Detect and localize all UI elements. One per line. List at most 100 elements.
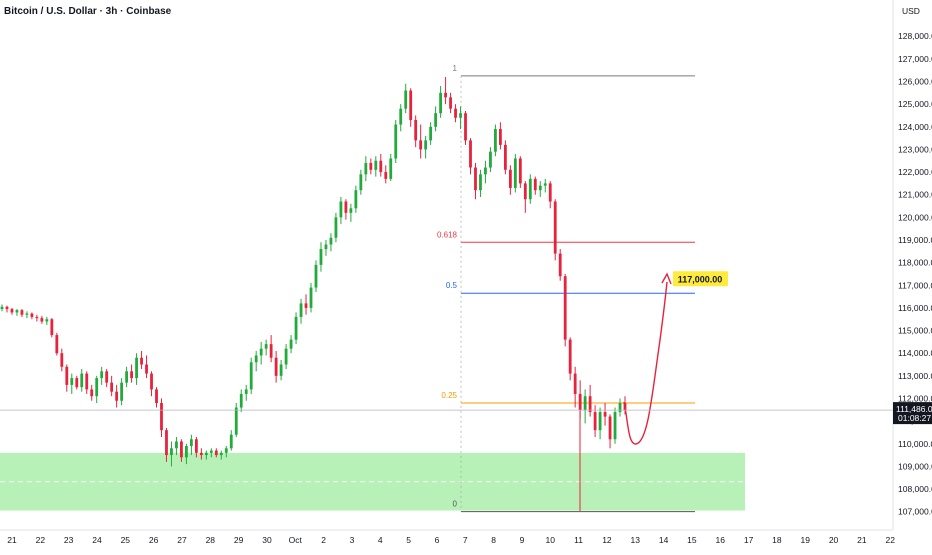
candle-up: [0, 306, 4, 310]
candle-up: [543, 183, 547, 186]
fib-label: 0: [453, 500, 458, 509]
y-tick-label: 112,000.00: [898, 393, 932, 403]
candle-down: [274, 357, 278, 376]
candle-up: [170, 448, 173, 456]
x-tick-label: 5: [406, 535, 411, 545]
candle-up: [294, 316, 298, 340]
fib-label: 0.5: [446, 281, 458, 290]
y-tick-label: 121,000.00: [898, 190, 932, 200]
x-tick-label: 22: [36, 535, 46, 545]
candle-up: [264, 344, 268, 349]
candle-down: [35, 316, 39, 319]
candle-down: [165, 430, 168, 456]
candle-down: [553, 201, 557, 254]
candle-up: [429, 126, 433, 141]
candle-down: [518, 158, 522, 184]
candle-down: [563, 276, 567, 340]
candle-down: [65, 366, 69, 385]
y-tick-label: 109,000.00: [898, 461, 932, 471]
y-tick-label: 108,000.00: [898, 484, 932, 494]
overlay-layer: 117,000.00: [0, 271, 893, 445]
candle-down: [194, 439, 198, 453]
projection-arrow: [623, 281, 668, 445]
target-badge: [673, 271, 728, 287]
candle-up: [439, 92, 442, 114]
candle-down: [508, 169, 512, 188]
candle-down: [55, 335, 59, 354]
candle-up: [259, 348, 263, 356]
candle-down: [304, 303, 308, 308]
candle-up: [404, 90, 408, 109]
candle-down: [60, 353, 64, 367]
candle-up: [204, 452, 208, 456]
candle-up: [598, 412, 602, 431]
x-tick-label: 21: [857, 535, 867, 545]
candle-down: [130, 371, 133, 379]
candle-down: [40, 318, 44, 322]
candle-down: [409, 90, 413, 120]
y-tick-label: 116,000.00: [898, 303, 932, 313]
countdown-value: 01:08:27: [898, 413, 931, 423]
candle-down: [150, 373, 153, 390]
candle-up: [394, 124, 398, 159]
y-tick-label: 119,000.00: [898, 235, 932, 245]
x-axis[interactable]: 21 22 23 24 25 26 27 28 29 30 Oct 2 3 4 5 6 7 8 9 10 11 12 13 1…: [0, 529, 895, 545]
candle-down: [180, 441, 183, 458]
candle-up: [299, 303, 303, 317]
x-tick-label: 12: [602, 535, 612, 545]
current-price-value: 111,486.00: [896, 404, 932, 414]
y-tick-label: 120,000.00: [898, 212, 932, 222]
y-tick-label: 127,000.00: [898, 54, 932, 64]
candle-down: [568, 339, 572, 374]
fibonacci-layer: 1 0.618 0.5 0.25 0: [437, 64, 695, 513]
candle-up: [354, 190, 358, 209]
candle-down: [115, 391, 119, 401]
candle-up: [224, 448, 228, 453]
candle-up: [45, 319, 49, 322]
y-tick-label: 110,000.00: [898, 439, 932, 449]
candle-up: [489, 151, 492, 168]
candle-down: [369, 163, 373, 170]
candle-down: [199, 452, 203, 456]
y-tick-label: 126,000.00: [898, 77, 932, 87]
x-tick-label: 25: [121, 535, 131, 545]
candle-down: [90, 389, 94, 397]
candle-up: [234, 407, 238, 435]
x-tick-label: 27: [177, 535, 187, 545]
candle-down: [533, 178, 537, 191]
y-tick-label: 123,000.00: [898, 144, 932, 154]
candle-down: [419, 140, 423, 150]
x-tick-label: 18: [772, 535, 782, 545]
candle-up: [494, 129, 497, 152]
y-axis[interactable]: 128,000.00 127,000.00 126,000.00 125,000.00…: [892, 0, 932, 530]
candle-down: [344, 201, 348, 213]
x-tick-label: 17: [744, 535, 754, 545]
candle-up: [613, 412, 617, 440]
candle-up: [334, 217, 338, 238]
candle-down: [503, 144, 507, 170]
candle-down: [499, 129, 502, 145]
x-tick-label: 3: [350, 535, 355, 545]
candle-up: [583, 396, 587, 410]
candle-up: [70, 378, 74, 385]
x-tick-label: 28: [206, 535, 216, 545]
candle-up: [229, 434, 233, 449]
candle-up: [538, 185, 542, 191]
candle-down: [573, 373, 577, 394]
candle-up: [618, 403, 622, 413]
candle-up: [319, 249, 323, 265]
x-tick-label: 23: [64, 535, 74, 545]
fib-label: 0.618: [437, 230, 458, 239]
x-tick-label: 21: [7, 535, 17, 545]
x-tick-label: Oct: [289, 535, 303, 545]
candle-up: [329, 237, 333, 245]
x-tick-label: 29: [234, 535, 244, 545]
candle-down: [558, 253, 562, 277]
y-tick-label: 114,000.00: [898, 348, 932, 358]
candle-down: [5, 306, 9, 310]
x-tick-label: 7: [463, 535, 468, 545]
candle-down: [414, 119, 418, 141]
candle-up: [175, 441, 178, 449]
